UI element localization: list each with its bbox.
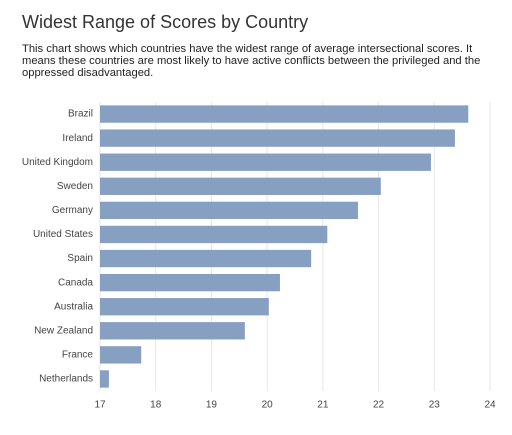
bar xyxy=(100,201,358,220)
x-tick-label: 24 xyxy=(484,400,496,411)
bar xyxy=(100,177,381,195)
y-tick-label: Brazil xyxy=(68,109,93,120)
x-tick-label: 22 xyxy=(373,400,385,411)
y-tick-label: United States xyxy=(33,229,93,240)
chart-subtitle: This chart shows which countries have th… xyxy=(22,43,481,79)
bar xyxy=(100,225,328,244)
bar xyxy=(100,129,455,147)
bar xyxy=(100,249,312,268)
x-tick-label: 21 xyxy=(317,400,329,411)
bar xyxy=(100,346,142,364)
y-tick-label: Netherlands xyxy=(39,374,93,385)
bar xyxy=(100,273,280,292)
y-tick-label: France xyxy=(62,350,94,361)
bar xyxy=(100,322,245,340)
y-tick-label: Ireland xyxy=(62,133,93,144)
bar xyxy=(100,153,431,171)
bar xyxy=(100,105,469,123)
x-tick-label: 20 xyxy=(262,400,274,411)
y-tick-label: Sweden xyxy=(57,181,93,192)
x-tick-label: 23 xyxy=(429,400,441,411)
chart-title: Widest Range of Scores by Country xyxy=(22,12,309,32)
y-tick-label: Germany xyxy=(52,205,93,216)
x-tick-label: 17 xyxy=(94,400,106,411)
y-tick-label: New Zealand xyxy=(34,325,93,336)
x-tick-label: 18 xyxy=(150,400,162,411)
y-tick-label: United Kingdom xyxy=(22,157,93,168)
x-tick-label: 19 xyxy=(206,400,218,411)
y-tick-label: Spain xyxy=(67,253,93,264)
bar xyxy=(100,298,269,316)
bar xyxy=(100,370,109,388)
y-tick-label: Canada xyxy=(58,277,93,288)
y-tick-label: Australia xyxy=(54,301,93,312)
